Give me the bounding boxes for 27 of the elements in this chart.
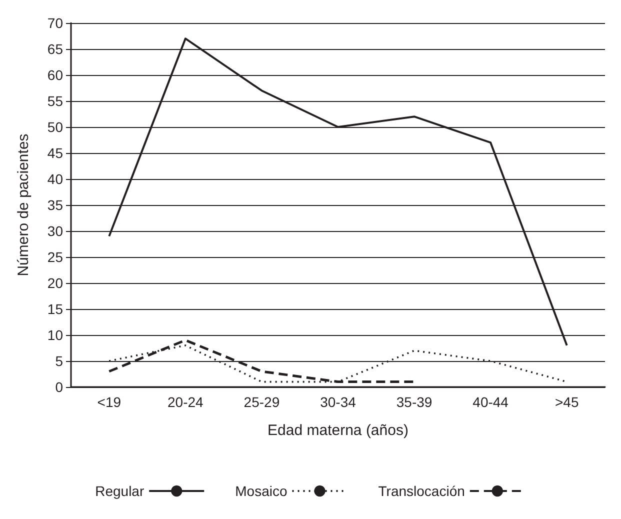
y-tick-label: 65 (47, 41, 64, 57)
y-tick-label: 60 (47, 67, 64, 83)
y-tick-label: 55 (47, 93, 64, 109)
x-tick-label: 25-29 (244, 394, 280, 410)
y-tick-label: 25 (47, 249, 64, 265)
legend-label: Translocación (378, 483, 465, 499)
x-tick-label: <19 (97, 394, 122, 410)
legend-label: Mosaico (235, 483, 288, 499)
y-tick-label: 40 (47, 171, 64, 187)
y-tick-label: 45 (47, 145, 64, 161)
y-axis-title: Número de pacientes (15, 134, 32, 276)
y-tick-label: 20 (47, 275, 64, 291)
y-tick-label: 30 (47, 223, 64, 239)
y-tick-label: 50 (47, 119, 64, 135)
legend-label: Regular (95, 483, 144, 499)
x-axis-title: Edad materna (años) (268, 422, 408, 439)
y-tick-label: 15 (47, 301, 64, 317)
y-tick-label: 0 (55, 379, 64, 395)
y-tick-label: 70 (47, 15, 64, 31)
y-tick-label: 10 (47, 327, 64, 343)
x-tick-label: 35-39 (396, 394, 432, 410)
y-tick-label: 35 (47, 197, 64, 213)
x-tick-label: 40-44 (472, 394, 509, 410)
y-tick-label: 5 (55, 353, 64, 369)
x-tick-label: >45 (554, 394, 579, 410)
x-tick-label: 20-24 (168, 394, 204, 410)
x-tick-label: 30-34 (320, 394, 356, 410)
